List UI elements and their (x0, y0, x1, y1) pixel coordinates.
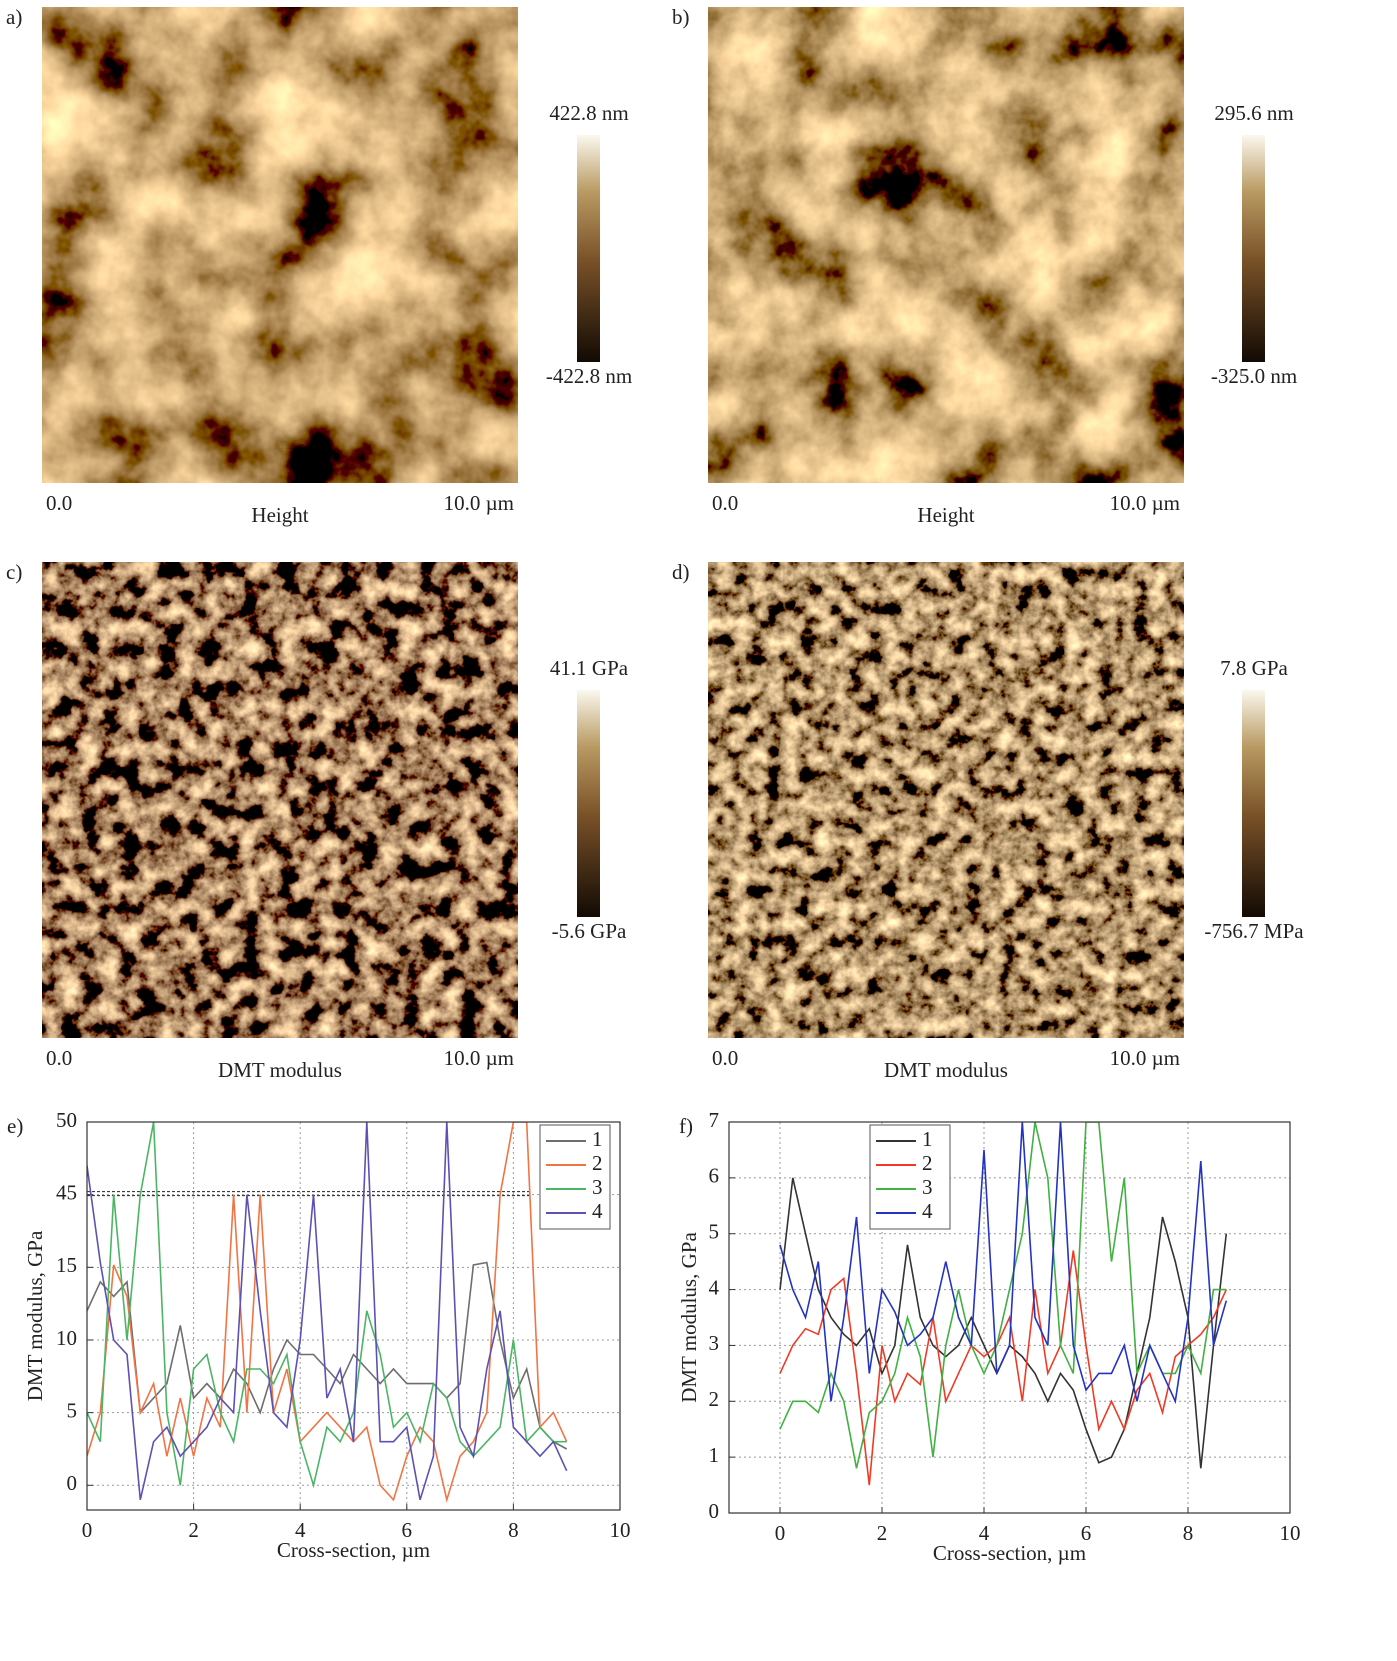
plot-frame (86, 1121, 621, 1511)
afm-image (42, 7, 518, 483)
y-tick-label: 15 (56, 1253, 77, 1277)
colorbar (577, 690, 600, 917)
data-line (87, 1261, 568, 1450)
colorbar-min-label: -5.6 GPa (552, 919, 627, 943)
x-tick-label: 8 (1183, 1521, 1194, 1545)
x-tick-label: 6 (1081, 1521, 1092, 1545)
x-axis-label: Cross-section, µm (277, 1538, 430, 1562)
panel-label: a) (6, 5, 22, 29)
legend-label: 3 (592, 1175, 603, 1199)
caption: DMT modulus (884, 1058, 1008, 1082)
axis-start-label: 0.0 (46, 491, 72, 515)
data-line (87, 1122, 568, 1503)
y-axis-label: DMT modulus, GPa (23, 1230, 47, 1401)
y-tick-label: 10 (56, 1326, 77, 1350)
y-tick-label: 1 (709, 1443, 720, 1467)
colorbar (1242, 135, 1265, 362)
legend-label: 1 (922, 1127, 933, 1151)
axis-end-label: 10.0 µm (444, 1046, 514, 1070)
afm-image (42, 562, 518, 1038)
colorbar-min-label: -756.7 MPa (1204, 919, 1304, 943)
data-line (87, 1122, 567, 1489)
axis-end-label: 10.0 µm (1110, 491, 1180, 515)
x-tick-label: 4 (295, 1518, 306, 1542)
data-line (779, 1177, 1228, 1469)
legend-box (539, 1124, 611, 1230)
caption: Height (917, 503, 974, 527)
caption: Height (251, 503, 308, 527)
panel-label: b) (672, 5, 690, 29)
panel-label: f) (679, 1114, 693, 1138)
axis-start-label: 0.0 (46, 1046, 72, 1070)
afm-image (708, 7, 1184, 483)
legend-label: 4 (592, 1199, 603, 1223)
data-line (779, 1122, 1228, 1405)
panel-images (42, 7, 1265, 1038)
legend-label: 4 (922, 1199, 933, 1223)
y-tick-label: 0 (709, 1499, 720, 1523)
x-tick-label: 10 (1280, 1521, 1301, 1545)
legend-label: 2 (922, 1151, 933, 1175)
x-tick-label: 8 (508, 1518, 519, 1542)
x-tick-label: 10 (610, 1518, 631, 1542)
legend-label: 1 (592, 1127, 603, 1151)
colorbar-min-label: -422.8 nm (546, 364, 632, 388)
axis-end-label: 10.0 µm (444, 491, 514, 515)
y-tick-label: 3 (709, 1331, 720, 1355)
data-line (87, 1122, 568, 1501)
y-tick-label: 5 (67, 1398, 78, 1422)
legend-label: 3 (922, 1175, 933, 1199)
colorbar-max-label: 41.1 GPa (550, 656, 629, 680)
legend-label: 2 (592, 1151, 603, 1175)
y-tick-label: 50 (56, 1108, 77, 1132)
colorbar-max-label: 422.8 nm (549, 101, 628, 125)
axis-end-label: 10.0 µm (1110, 1046, 1180, 1070)
y-tick-label: 5 (709, 1220, 720, 1244)
panel-label: e) (7, 1114, 23, 1138)
colorbar-min-label: -325.0 nm (1211, 364, 1297, 388)
y-tick-label: 45 (56, 1180, 77, 1204)
legend-box (869, 1124, 951, 1230)
afm-image (708, 562, 1184, 1038)
y-tick-label: 7 (709, 1108, 720, 1132)
y-tick-label: 2 (709, 1387, 720, 1411)
axis-start-label: 0.0 (712, 1046, 738, 1070)
data-line (779, 1250, 1228, 1486)
y-axis-label: DMT modulus, GPa (677, 1232, 701, 1403)
colorbar-max-label: 7.8 GPa (1220, 656, 1288, 680)
x-tick-label: 0 (775, 1521, 786, 1545)
x-tick-label: 0 (82, 1518, 93, 1542)
y-tick-label: 6 (709, 1164, 720, 1188)
colorbar (577, 135, 600, 362)
colorbar (1242, 690, 1265, 917)
x-tick-label: 2 (188, 1518, 199, 1542)
x-axis-label: Cross-section, µm (933, 1541, 1086, 1565)
x-tick-label: 6 (402, 1518, 413, 1542)
plot-frame (728, 1121, 1291, 1514)
x-tick-label: 4 (979, 1521, 990, 1545)
colorbar-max-label: 295.6 nm (1214, 101, 1293, 125)
axis-start-label: 0.0 (712, 491, 738, 515)
y-tick-label: 4 (709, 1275, 720, 1299)
panel-label: d) (672, 560, 690, 584)
panel-label: c) (6, 560, 22, 584)
caption: DMT modulus (218, 1058, 342, 1082)
x-tick-label: 2 (877, 1521, 888, 1545)
y-tick-label: 0 (67, 1471, 78, 1495)
